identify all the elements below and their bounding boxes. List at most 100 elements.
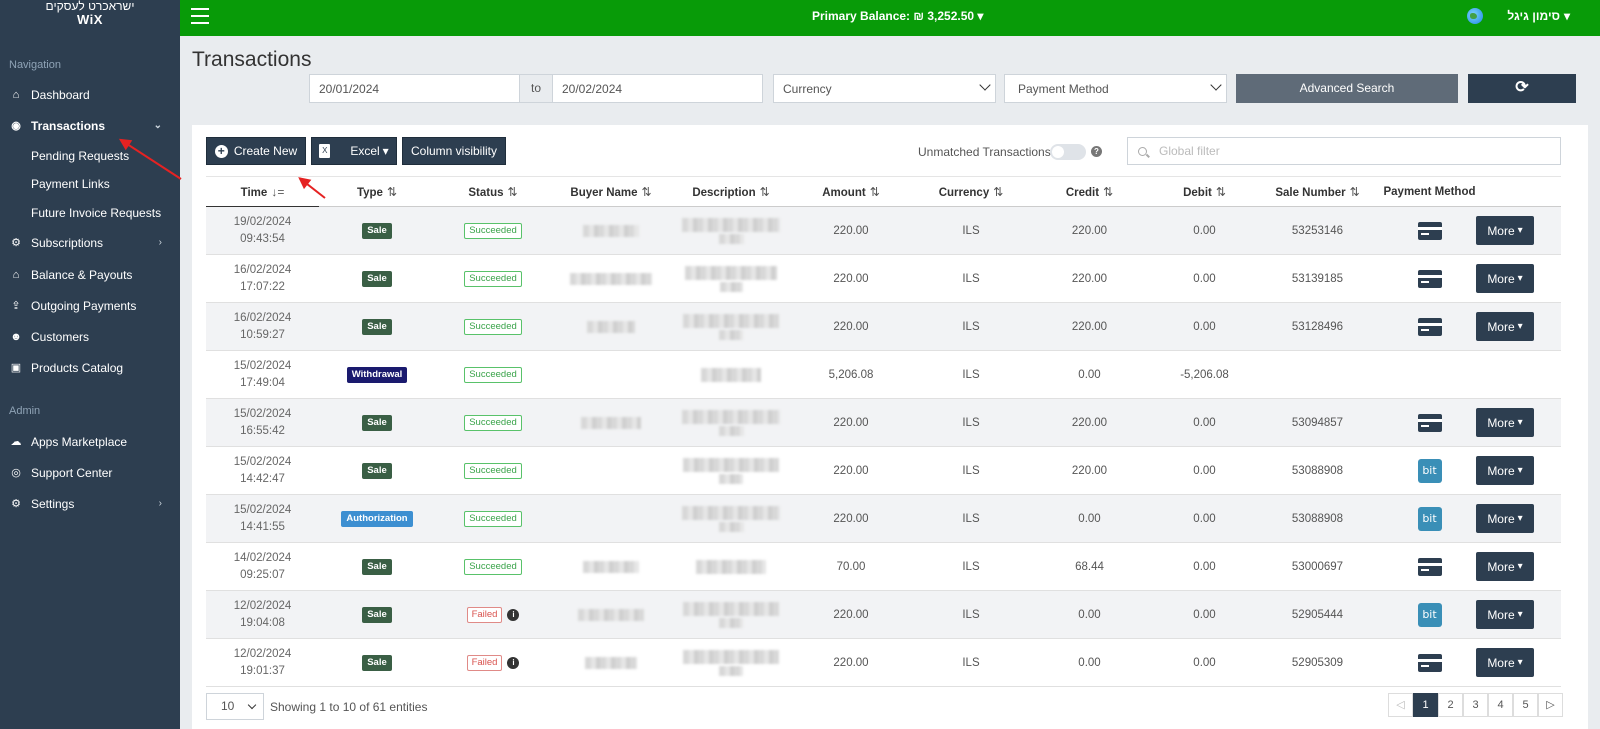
chevron-down-icon — [247, 700, 257, 710]
info-icon[interactable]: i — [507, 656, 520, 669]
page-2-button[interactable]: 2 — [1438, 693, 1463, 717]
currency-select[interactable]: Currency — [773, 74, 996, 103]
cell-type: Sale — [319, 255, 435, 302]
more-label: More — [1487, 655, 1515, 670]
advanced-search-button[interactable]: Advanced Search — [1236, 74, 1458, 103]
help-icon[interactable]: ? — [1091, 146, 1102, 157]
unmatched-transactions-toggle[interactable] — [1050, 144, 1086, 160]
currency-select-value: Currency — [783, 81, 832, 96]
status-badge: Succeeded — [464, 558, 522, 575]
more-button[interactable]: More ▾ — [1476, 408, 1534, 437]
sidebar-item-payment-links[interactable]: Payment Links — [31, 177, 110, 191]
page-1-button[interactable]: 1 — [1413, 693, 1438, 717]
sidebar-item-outgoing-payments[interactable]: ⇪ Outgoing Payments — [0, 290, 180, 321]
table-header: Time ↓= Type ⇅ Status ⇅ Buyer Name ⇅ Descrip… — [206, 176, 1561, 208]
page-4-button[interactable]: 4 — [1488, 693, 1513, 717]
more-button[interactable]: More ▾ — [1476, 264, 1534, 293]
date-to-input[interactable]: 20/02/2024 — [552, 74, 763, 103]
outgoing-icon: ⇪ — [11, 299, 21, 312]
cell-debit: 0.00 — [1193, 272, 1216, 285]
sidebar-item-label: Subscriptions — [31, 235, 104, 250]
transactions-icon: ◉ — [11, 119, 21, 132]
cell-status: Succeeded — [435, 207, 551, 254]
cell-payment-method — [1374, 543, 1485, 590]
sidebar-item-products-catalog[interactable]: ▣ Products Catalog — [0, 352, 180, 383]
sidebar-item-subscriptions[interactable]: ⚙ Subscriptions › — [0, 227, 180, 258]
caret-down-icon: ▾ — [1517, 225, 1523, 236]
sidebar-item-transactions[interactable]: ◉ Transactions ⌄ — [0, 110, 180, 141]
create-new-button[interactable]: + Create New — [206, 137, 306, 165]
table-row: 16/02/2024 10:59:27 Sale Succeeded 220.00 ILS… — [206, 303, 1561, 351]
cell-payment-method — [1374, 351, 1485, 398]
cell-debit: 0.00 — [1193, 320, 1216, 333]
column-header-sale-number[interactable]: Sale Number ⇅ — [1275, 185, 1360, 199]
globe-icon[interactable] — [1467, 8, 1484, 24]
date-from-input[interactable]: 20/01/2024 — [309, 74, 520, 103]
table-row: 16/02/2024 17:07:22 Sale Succeeded 220.00 ILS… — [206, 255, 1561, 303]
cell-amount: 5,206.08 — [828, 368, 874, 381]
sort-desc-icon: ↓= — [271, 185, 285, 199]
gear-icon: ⚙ — [11, 497, 21, 510]
cell-time: 15/02/2024 17:49:04 — [206, 351, 319, 398]
column-visibility-button[interactable]: Column visibility — [402, 137, 506, 165]
table-row: 15/02/2024 16:55:42 Sale Succeeded 220.00 ILS… — [206, 399, 1561, 447]
brand-logo[interactable]: ישראכרט לעסקים WiX — [0, 0, 180, 36]
refresh-button[interactable]: ⟳ — [1468, 74, 1576, 103]
cell-description — [671, 495, 791, 542]
next-page-icon[interactable]: ▷ — [1538, 693, 1563, 717]
cell-description — [671, 591, 791, 638]
info-icon[interactable]: i — [507, 608, 520, 621]
sidebar-item-apps-marketplace[interactable]: ☁ Apps Marketplace — [0, 426, 180, 457]
column-header-currency[interactable]: Currency ⇅ — [938, 185, 1004, 199]
column-header-amount[interactable]: Amount ⇅ — [822, 185, 880, 199]
more-button[interactable]: More ▾ — [1476, 648, 1534, 677]
more-button[interactable]: More ▾ — [1476, 456, 1534, 485]
type-badge: Sale — [362, 462, 392, 479]
sidebar-item-customers[interactable]: ☻ Customers — [0, 321, 180, 352]
hamburger-menu-icon[interactable] — [191, 8, 209, 26]
sidebar-item-support-center[interactable]: ◎ Support Center — [0, 457, 180, 488]
cell-credit: 220.00 — [1071, 320, 1108, 333]
sidebar-item-dashboard[interactable]: ⌂ Dashboard — [0, 79, 180, 110]
global-filter-input[interactable]: Global filter — [1127, 137, 1561, 165]
column-header-debit[interactable]: Debit ⇅ — [1183, 185, 1226, 199]
more-button[interactable]: More ▾ — [1476, 600, 1534, 629]
sidebar-item-balance-payouts[interactable]: ⌂ Balance & Payouts — [0, 259, 180, 290]
sidebar-item-label: Dashboard — [31, 87, 90, 102]
sidebar-item-pending-requests[interactable]: Pending Requests — [31, 149, 130, 163]
excel-dropdown-button[interactable]: X Excel ▾ — [311, 137, 397, 165]
page-size-select[interactable]: 10 — [206, 693, 264, 720]
column-header-type[interactable]: Type ⇅ — [356, 185, 398, 199]
more-label: More — [1487, 511, 1515, 526]
column-header-credit[interactable]: Credit ⇅ — [1065, 185, 1114, 199]
cell-type: Sale — [319, 591, 435, 638]
cell-date: 15/02/2024 — [233, 359, 292, 372]
page-5-button[interactable]: 5 — [1513, 693, 1538, 717]
cell-clock: 14:41:55 — [240, 520, 285, 533]
page-3-button[interactable]: 3 — [1463, 693, 1488, 717]
lifebuoy-icon: ◎ — [11, 466, 21, 479]
primary-balance-dropdown[interactable]: Primary Balance: ₪ 3,252.50 ▾ — [812, 9, 983, 23]
sidebar-item-settings[interactable]: ⚙ Settings › — [0, 488, 180, 519]
user-menu[interactable]: סימון גיגל ▾ — [1467, 8, 1570, 24]
cell-status: Failed i — [435, 591, 551, 638]
cell-description — [671, 447, 791, 494]
more-button[interactable]: More ▾ — [1476, 216, 1534, 245]
sidebar-item-future-invoice-requests[interactable]: Future Invoice Requests — [31, 206, 162, 220]
column-header-status[interactable]: Status ⇅ — [468, 185, 518, 199]
more-button[interactable]: More ▾ — [1476, 312, 1534, 341]
cell-date: 16/02/2024 — [233, 311, 292, 324]
payment-method-select[interactable]: Payment Method — [1004, 74, 1227, 103]
more-button[interactable]: More ▾ — [1476, 504, 1534, 533]
bit-icon: bit — [1417, 458, 1442, 483]
column-header-description[interactable]: Description ⇅ — [692, 185, 770, 199]
cell-amount: 220.00 — [833, 416, 869, 429]
more-button[interactable]: More ▾ — [1476, 552, 1534, 581]
cell-time: 16/02/2024 17:07:22 — [206, 255, 319, 302]
cell-buyer-name — [551, 207, 671, 254]
prev-page-icon[interactable]: ◁ — [1388, 693, 1413, 717]
status-badge: Succeeded — [464, 462, 522, 479]
column-header-buyer-name[interactable]: Buyer Name ⇅ — [570, 185, 652, 199]
cell-debit: 0.00 — [1193, 416, 1216, 429]
chevron-right-icon: › — [158, 498, 162, 509]
